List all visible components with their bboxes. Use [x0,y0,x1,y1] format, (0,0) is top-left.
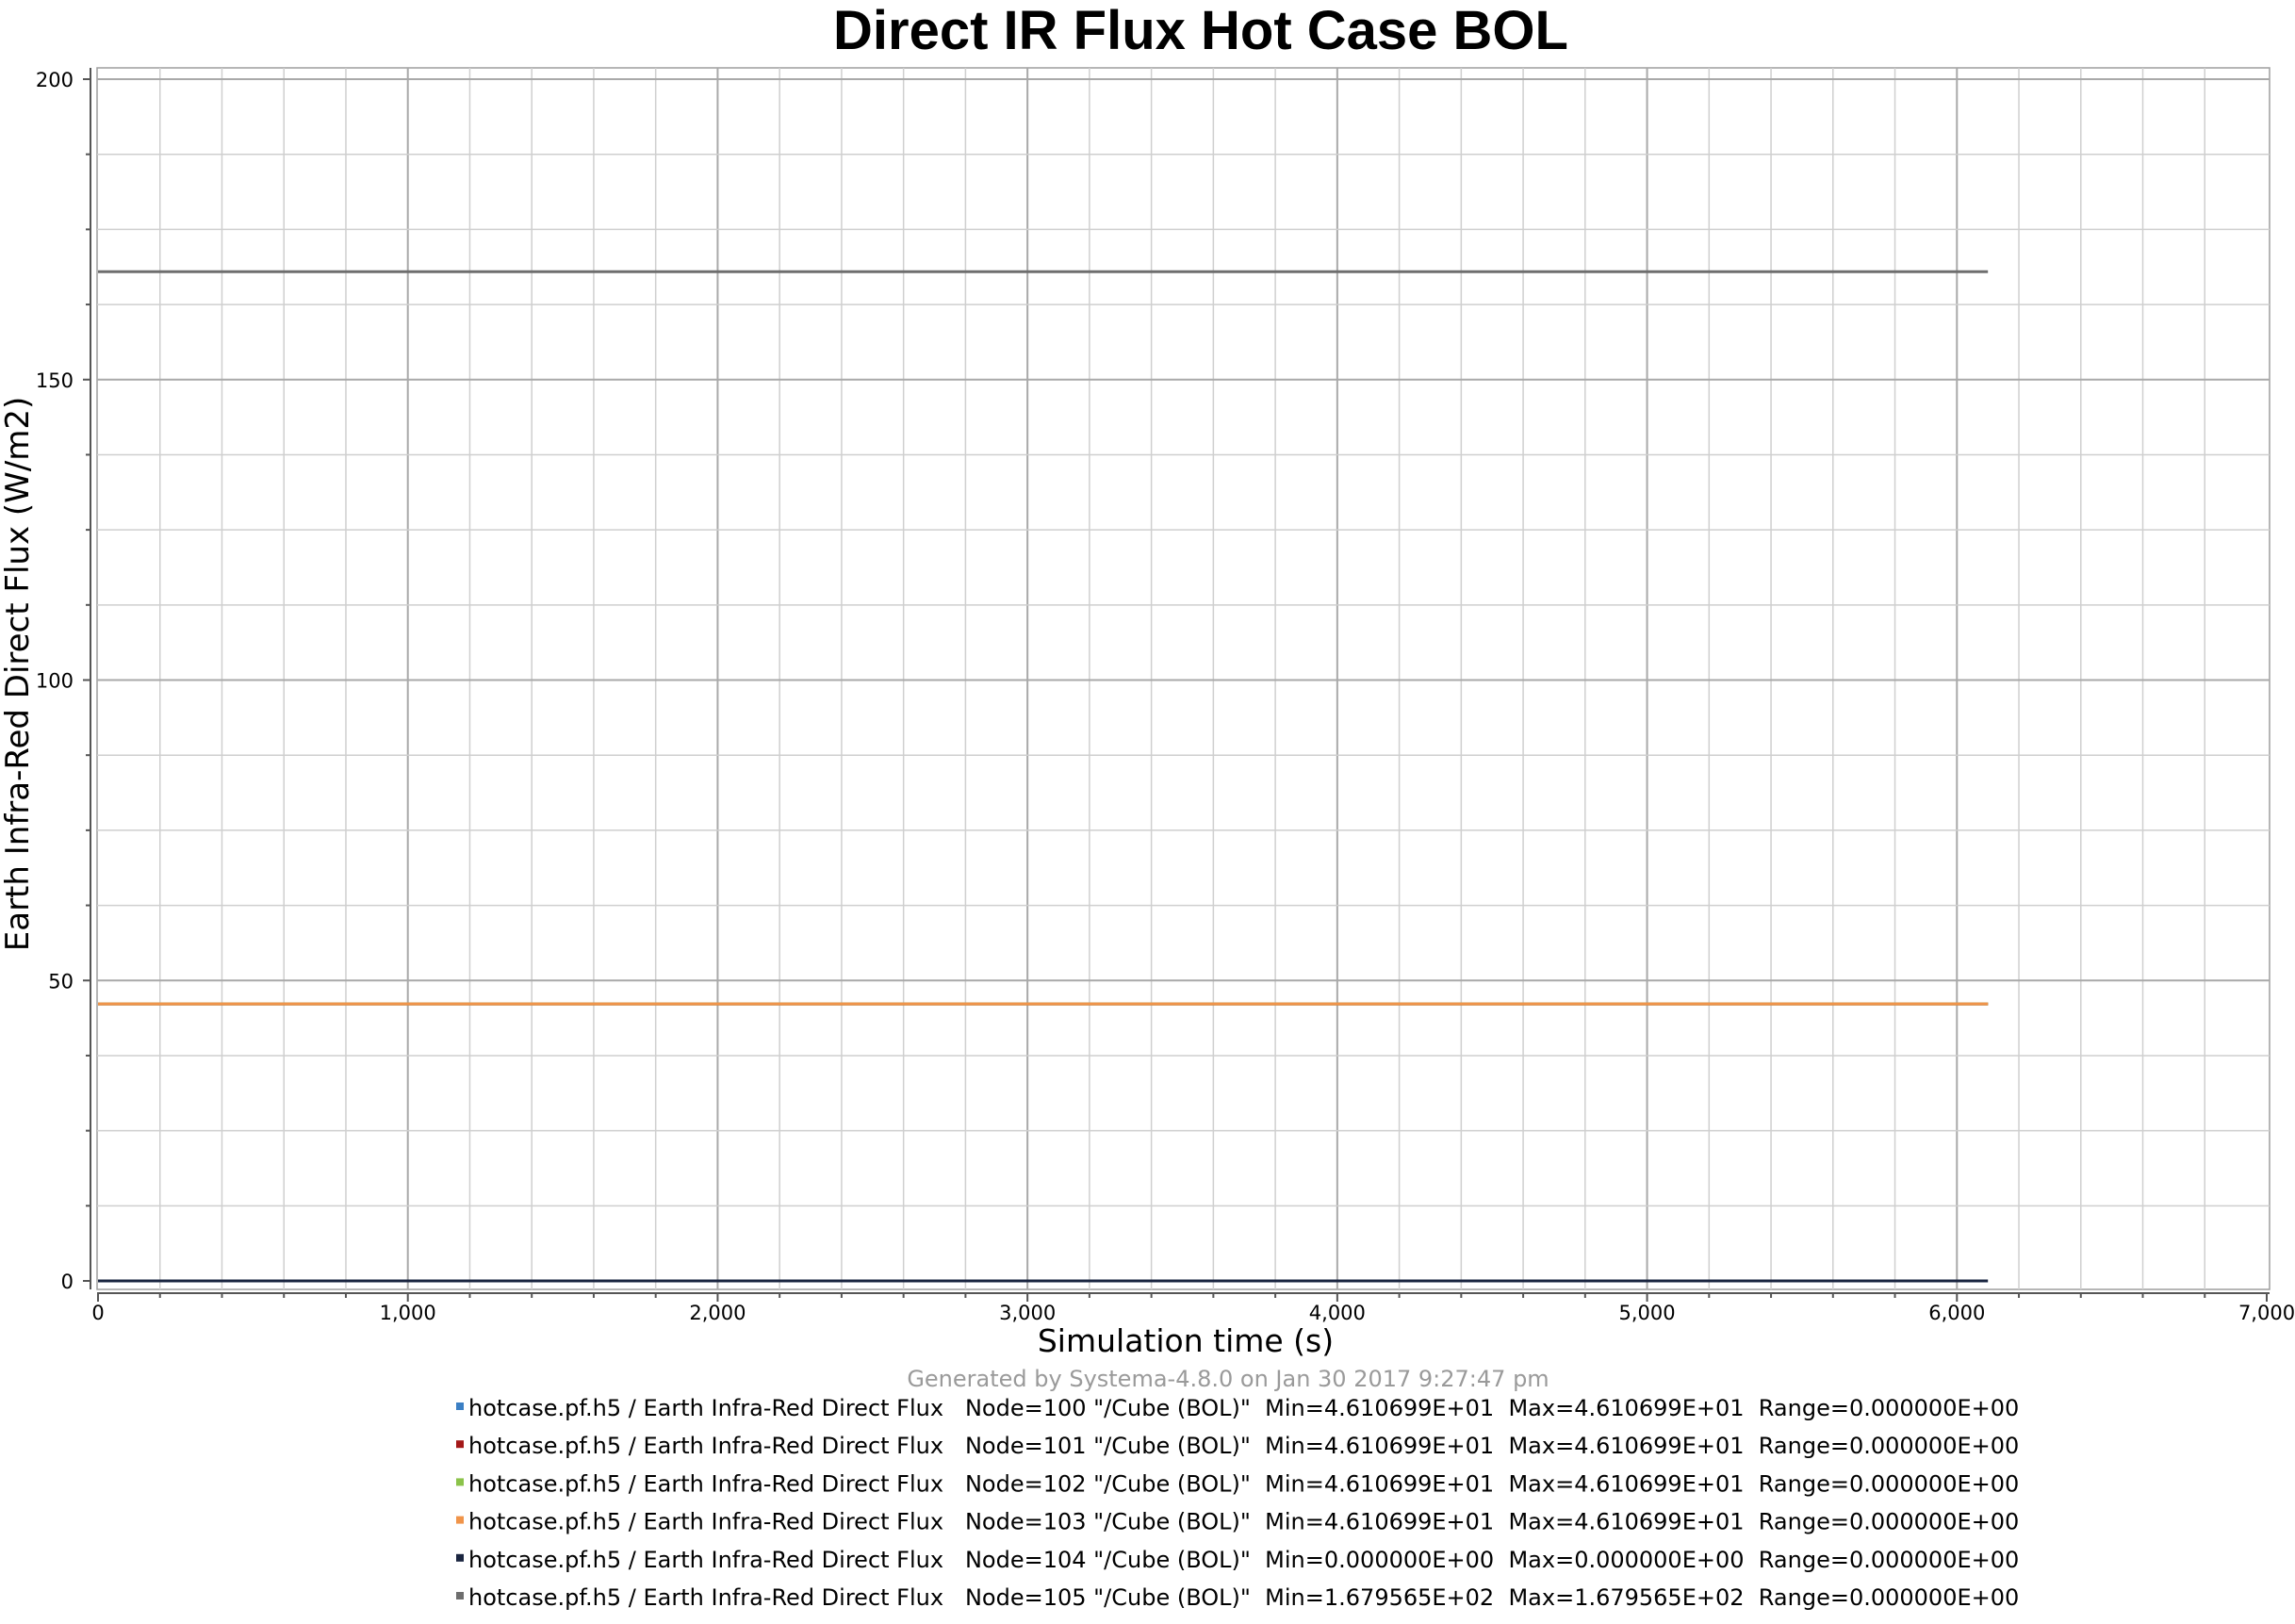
x-tick-label: 3,000 [999,1302,1056,1324]
y-tick-label: 50 [48,970,74,992]
plot-area [96,67,2270,1290]
y-tick-label: 200 [36,69,74,91]
legend-entry-3: hotcase.pf.h5 / Earth Infra-Red Direct F… [468,1509,2019,1535]
x-tick-label: 5,000 [1619,1302,1676,1324]
x-tick-label: 4,000 [1309,1302,1366,1324]
legend-entry-2: hotcase.pf.h5 / Earth Infra-Red Direct F… [468,1470,2019,1497]
legend-swatch-2 [456,1478,464,1486]
legend-entry-1: hotcase.pf.h5 / Earth Infra-Red Direct F… [468,1433,2019,1459]
generated-by-footer: Generated by Systema-4.8.0 on Jan 30 201… [907,1366,1549,1392]
legend-entry-5: hotcase.pf.h5 / Earth Infra-Red Direct F… [468,1584,2019,1611]
y-tick-label: 150 [36,369,74,392]
y-axis-label: Earth Infra-Red Direct Flux (W/m2) [0,397,37,951]
legend-swatch-5 [456,1592,464,1599]
y-tick-label: 100 [36,670,74,693]
grid [96,67,2270,1290]
x-tick-label: 7,000 [2238,1302,2295,1324]
y-tick-label: 0 [61,1271,74,1293]
legend-swatch-4 [456,1553,464,1562]
tick-labels: 0 50 100 150 200 0 1,000 2,000 3,000 4,000 5,000 6,… [36,69,2295,1324]
legend-entry-4: hotcase.pf.h5 / Earth Infra-Red Direct F… [468,1547,2019,1573]
legend-swatch-3 [456,1516,464,1524]
x-tick-label: 0 [91,1302,104,1324]
x-tick-label: 1,000 [380,1302,436,1324]
legend-swatch-0 [456,1403,464,1410]
x-axis-label: Simulation time (s) [1038,1322,1334,1359]
plot-series [98,270,1989,1283]
legend-swatch-1 [456,1440,464,1449]
chart-title: Direct IR Flux Hot Case BOL [833,0,1568,61]
legend-entry-0: hotcase.pf.h5 / Earth Infra-Red Direct F… [468,1395,2019,1421]
axes [83,68,2270,1302]
legend: hotcase.pf.h5 / Earth Infra-Red Direct F… [456,1395,2019,1611]
x-tick-label: 2,000 [689,1302,746,1324]
x-tick-label: 6,000 [1928,1302,1985,1324]
